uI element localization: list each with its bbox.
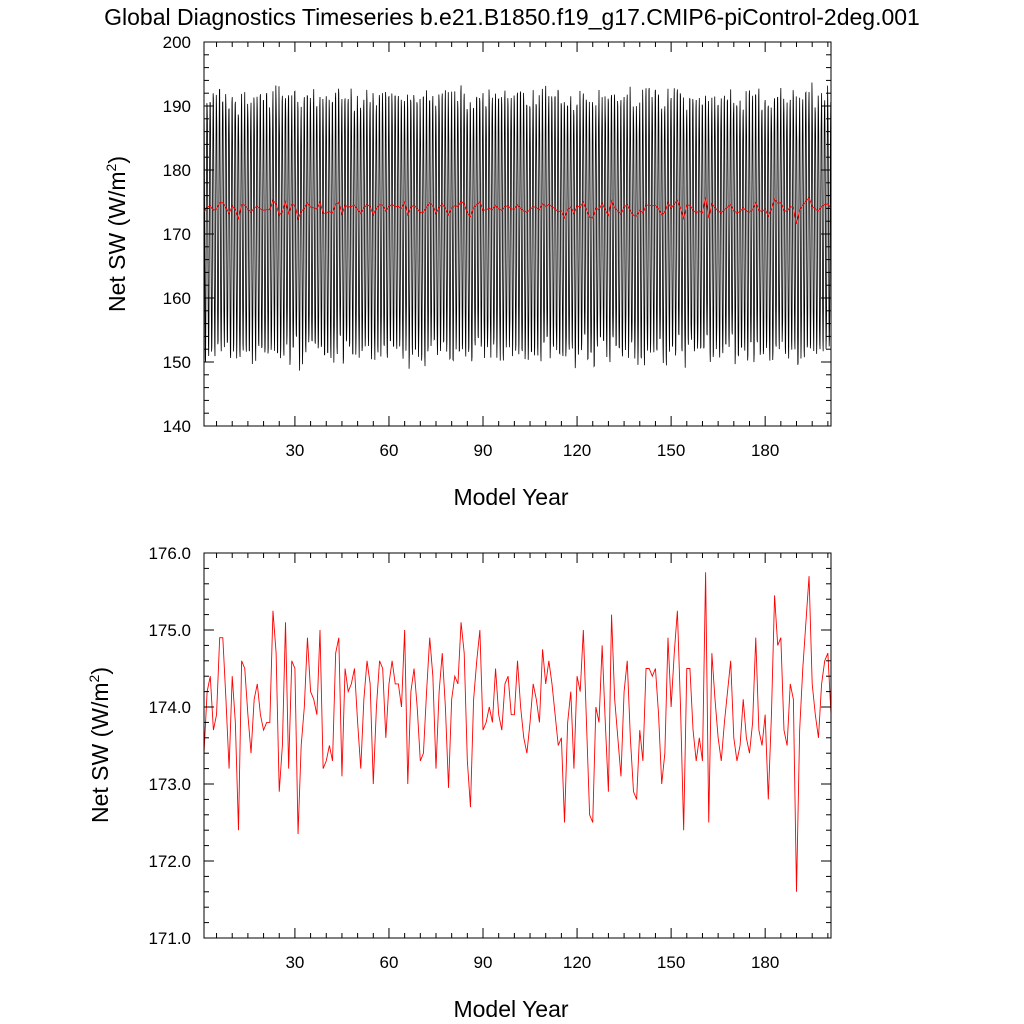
monthly-series-line	[204, 82, 831, 371]
annual-mean-line	[204, 196, 831, 224]
y-tick-label: 200	[163, 33, 191, 52]
y-tick-label: 170	[163, 225, 191, 244]
x-tick-label: 30	[285, 953, 304, 972]
x-tick-label: 90	[474, 953, 493, 972]
y-tick-label: 180	[163, 161, 191, 180]
annual-mean-line	[204, 572, 831, 892]
top-x-axis-title: Model Year	[453, 484, 568, 510]
y-tick-label: 171.0	[148, 929, 191, 948]
y-tick-label: 190	[163, 97, 191, 116]
x-tick-label: 150	[657, 441, 685, 460]
chart-title: Global Diagnostics Timeseries b.e21.B185…	[104, 4, 920, 30]
y-tick-label: 150	[163, 353, 191, 372]
x-tick-label: 180	[751, 441, 779, 460]
x-tick-label: 120	[563, 441, 591, 460]
x-tick-label: 30	[285, 441, 304, 460]
x-tick-label: 120	[563, 953, 591, 972]
top-y-axis-title: Net SW (W/m2)	[103, 156, 130, 312]
x-tick-label: 150	[657, 953, 685, 972]
x-tick-label: 180	[751, 953, 779, 972]
y-tick-label: 173.0	[148, 775, 191, 794]
top-plot: 30 60 90 120 150 180 140 150 160 170 180 190 200 Mod…	[103, 33, 832, 510]
y-tick-label: 160	[163, 289, 191, 308]
y-tick-label: 172.0	[148, 852, 191, 871]
y-tick-label: 174.0	[148, 698, 191, 717]
y-tick-label: 176.0	[148, 544, 191, 563]
bottom-y-axis-title: Net SW (W/m2)	[86, 667, 113, 823]
x-tick-label: 60	[380, 953, 399, 972]
y-tick-label: 140	[163, 417, 191, 436]
bottom-plot-frame	[203, 552, 832, 939]
x-tick-label: 60	[380, 441, 399, 460]
bottom-plot: 30 60 90 120 150 180 171.0 172.0 173.0 174.0 175.0…	[86, 544, 832, 1022]
y-tick-label: 175.0	[148, 621, 191, 640]
bottom-x-axis-title: Model Year	[453, 996, 568, 1022]
x-tick-label: 90	[474, 441, 493, 460]
